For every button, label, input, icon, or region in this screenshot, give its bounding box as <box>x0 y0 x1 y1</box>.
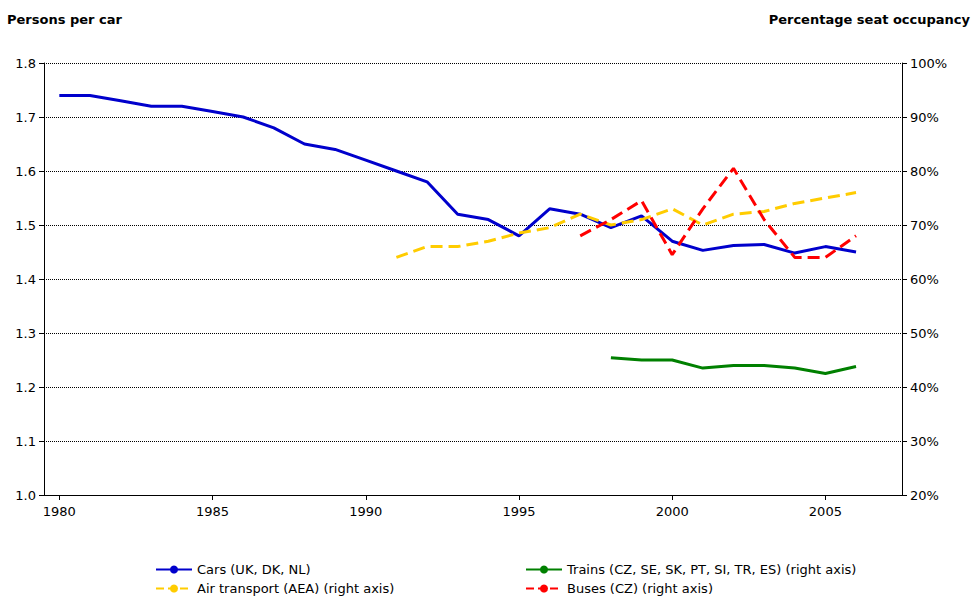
svg-text:Persons per car: Persons per car <box>7 12 122 27</box>
svg-text:1995: 1995 <box>502 504 535 519</box>
svg-text:1.7: 1.7 <box>15 110 36 125</box>
svg-text:40%: 40% <box>910 380 939 395</box>
svg-text:50%: 50% <box>910 326 939 341</box>
svg-text:1985: 1985 <box>196 504 229 519</box>
svg-text:80%: 80% <box>910 164 939 179</box>
svg-text:Trains (CZ, SE, SK, PT, SI, TR: Trains (CZ, SE, SK, PT, SI, TR, ES) (rig… <box>566 562 856 577</box>
svg-text:60%: 60% <box>910 272 939 287</box>
svg-text:Cars (UK, DK, NL): Cars (UK, DK, NL) <box>197 562 311 577</box>
svg-text:1.6: 1.6 <box>15 164 36 179</box>
svg-text:1.4: 1.4 <box>15 272 36 287</box>
svg-text:30%: 30% <box>910 434 939 449</box>
svg-text:20%: 20% <box>910 488 939 503</box>
svg-text:Percentage seat occupancy: Percentage seat occupancy <box>769 12 971 27</box>
svg-text:1.3: 1.3 <box>15 326 36 341</box>
svg-text:100%: 100% <box>910 56 947 71</box>
svg-text:2005: 2005 <box>809 504 842 519</box>
svg-text:1990: 1990 <box>349 504 382 519</box>
svg-text:Buses (CZ) (right axis): Buses (CZ) (right axis) <box>567 581 713 596</box>
svg-text:1980: 1980 <box>43 504 76 519</box>
svg-text:1.5: 1.5 <box>15 218 36 233</box>
svg-text:2000: 2000 <box>656 504 689 519</box>
svg-text:Air transport (AEA) (right axi: Air transport (AEA) (right axis) <box>197 581 394 596</box>
svg-text:1.8: 1.8 <box>15 56 36 71</box>
svg-text:90%: 90% <box>910 110 939 125</box>
svg-text:1.2: 1.2 <box>15 380 36 395</box>
svg-text:1.1: 1.1 <box>15 434 36 449</box>
svg-text:1.0: 1.0 <box>15 488 36 503</box>
svg-text:70%: 70% <box>910 218 939 233</box>
